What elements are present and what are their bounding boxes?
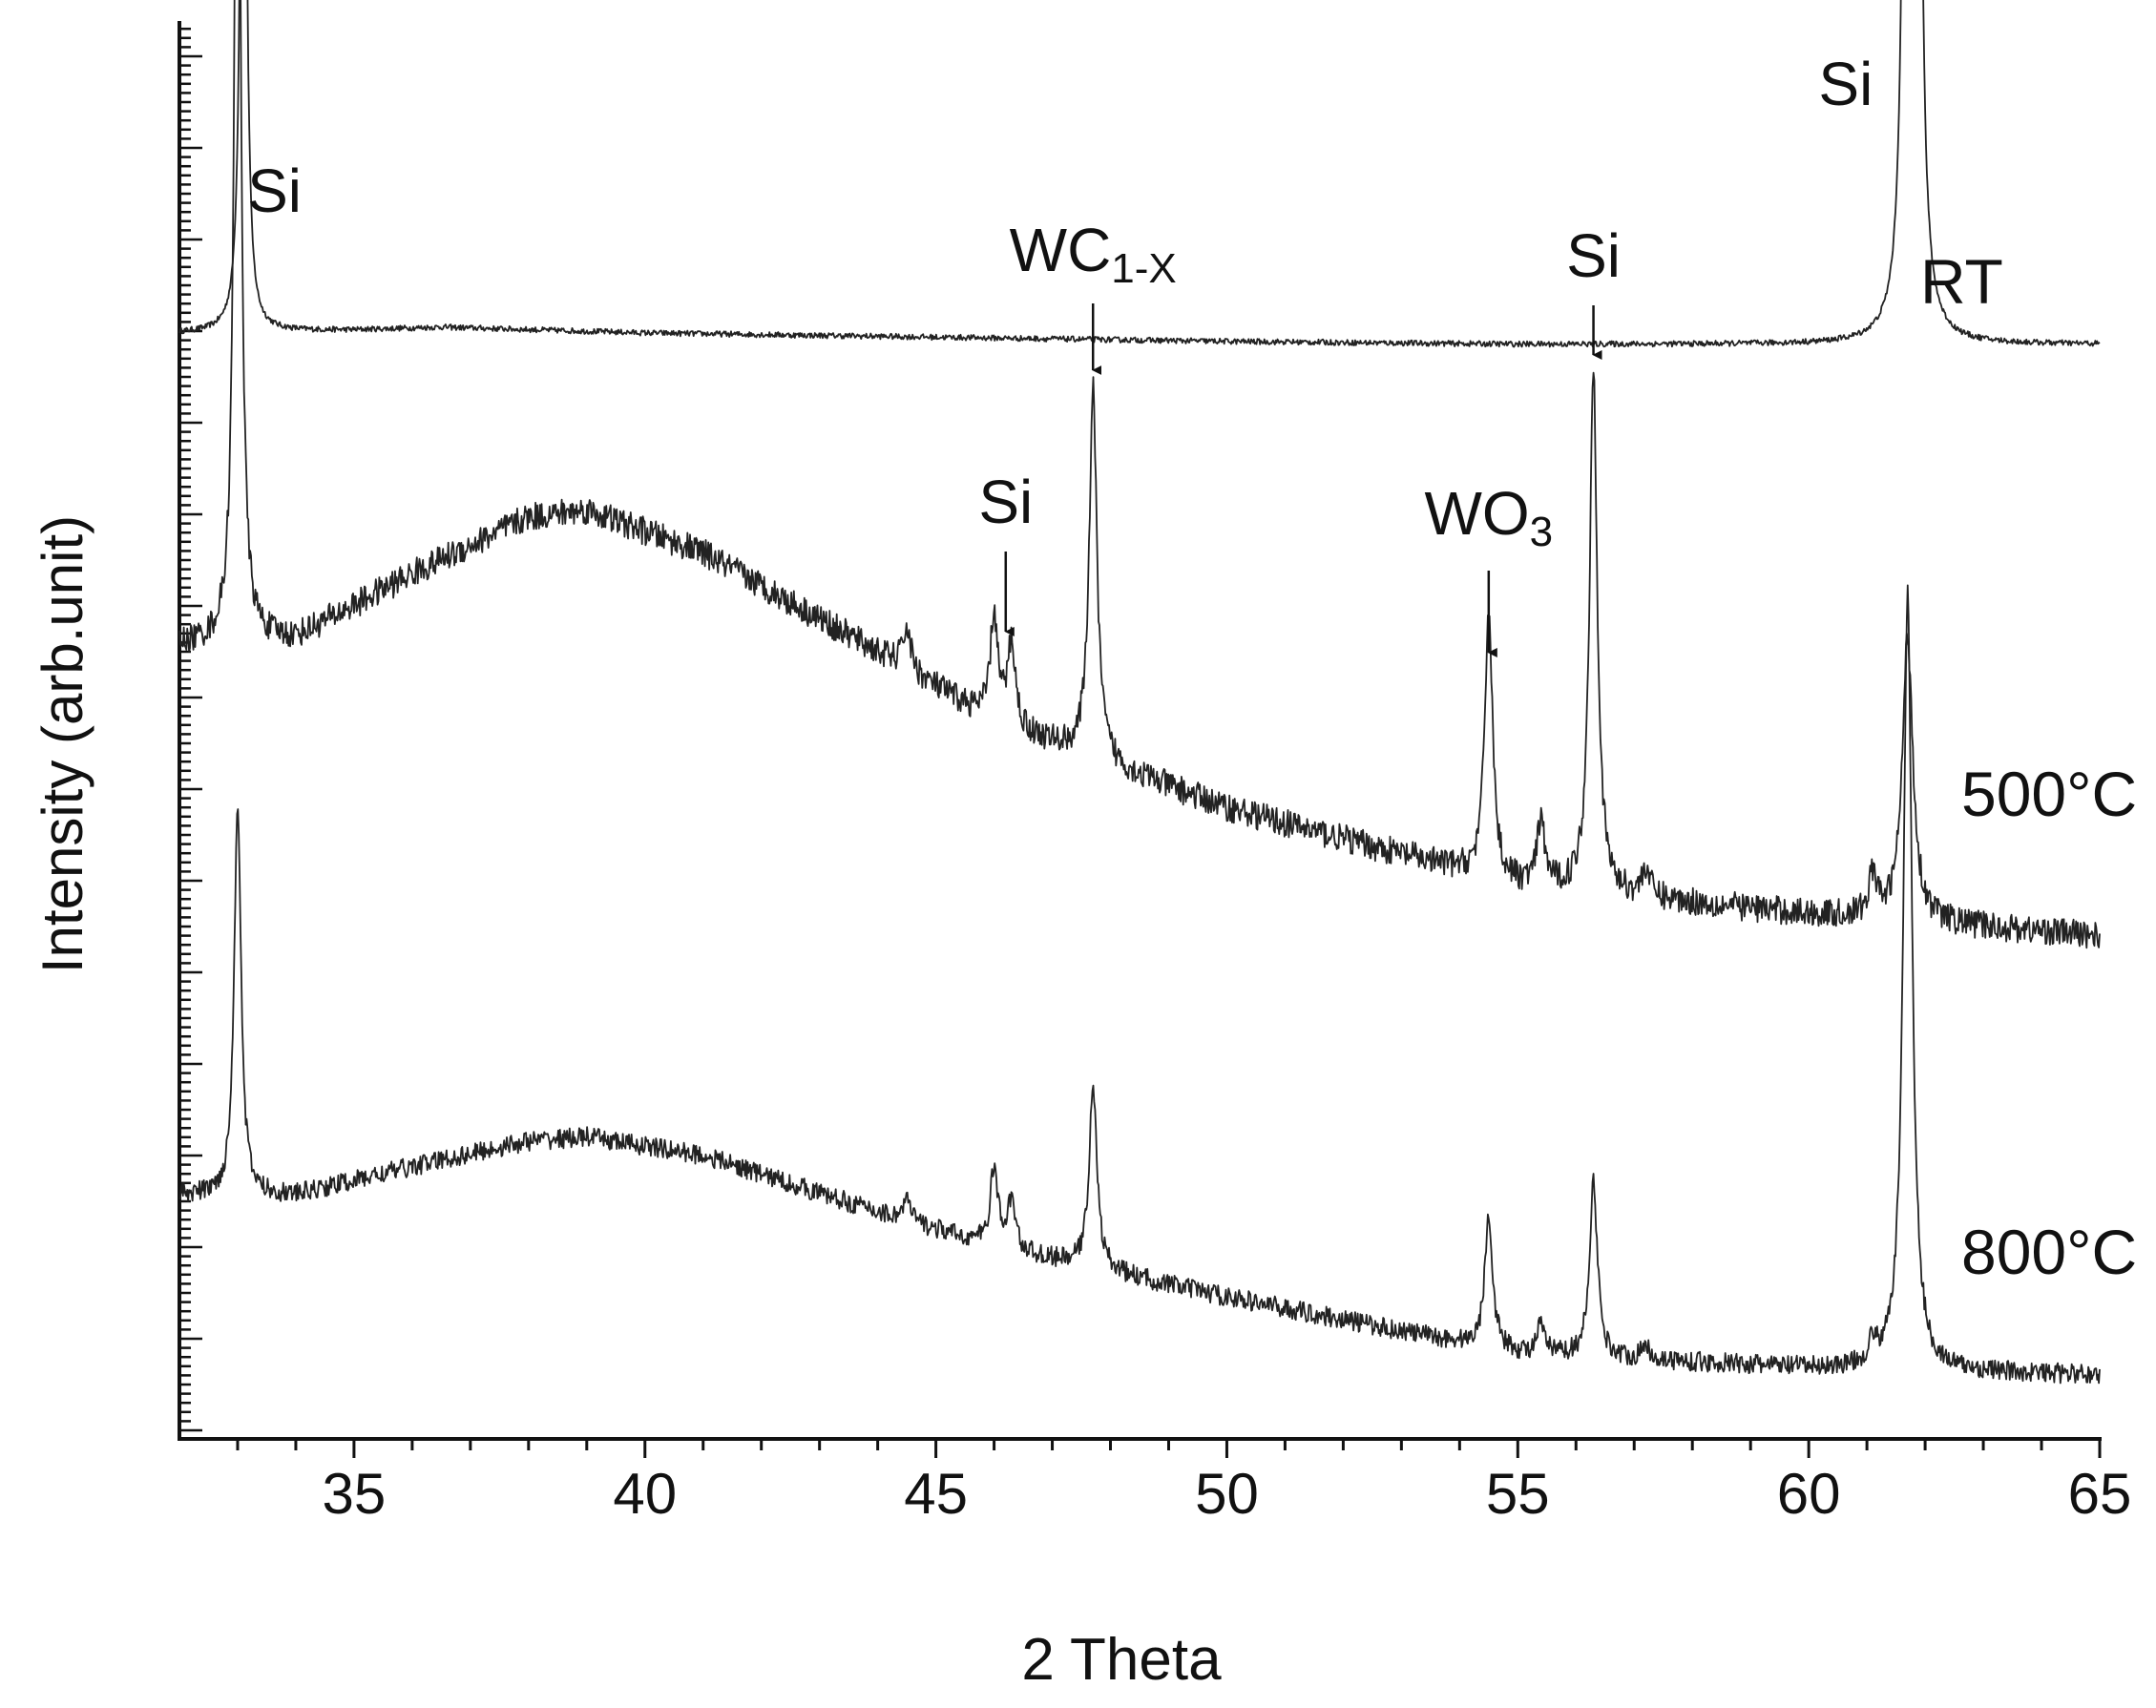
series-layer: [178, 0, 2101, 1385]
x-tick-label-50: 50: [1195, 1462, 1259, 1526]
x-tick-label-65: 65: [2068, 1462, 2132, 1526]
x-tick-label-40: 40: [613, 1462, 677, 1526]
annotation-label-wo3-3: WO3: [1424, 479, 1553, 555]
series-label-800c: 800°C: [1961, 1217, 2137, 1287]
annotations: Si WC1-X Si WO3 Si Si: [247, 50, 1873, 657]
annotation-label-si-5: Si: [1818, 50, 1873, 118]
series-line-rt: [178, 0, 2101, 348]
series-line-800-c: [178, 584, 2101, 1385]
annotation-label-si-0: Si: [247, 156, 302, 225]
annotation-label-si-2: Si: [978, 468, 1033, 536]
y-ticks: [179, 27, 202, 1432]
x-tick-label-55: 55: [1486, 1462, 1550, 1526]
y-axis-label: Intensity (arb.unit): [31, 515, 94, 973]
series-label-500c: 500°C: [1961, 759, 2137, 829]
x-ticks: [236, 1439, 2102, 1458]
series-label-rt: RT: [1920, 246, 2003, 317]
x-tick-label-60: 60: [1777, 1462, 1841, 1526]
x-tick-label-35: 35: [323, 1462, 387, 1526]
annotation-label-wc1x-1: WC1-X: [1010, 216, 1177, 292]
series-line-500-c: [178, 0, 2101, 949]
axes: [178, 21, 2102, 1458]
x-tick-label-45: 45: [904, 1462, 968, 1526]
x-tick-labels: 35 40 45 50 55 60 65: [323, 1462, 2132, 1526]
annotation-label-si-4: Si: [1566, 221, 1621, 290]
x-axis-label: 2 Theta: [1021, 1627, 1222, 1693]
